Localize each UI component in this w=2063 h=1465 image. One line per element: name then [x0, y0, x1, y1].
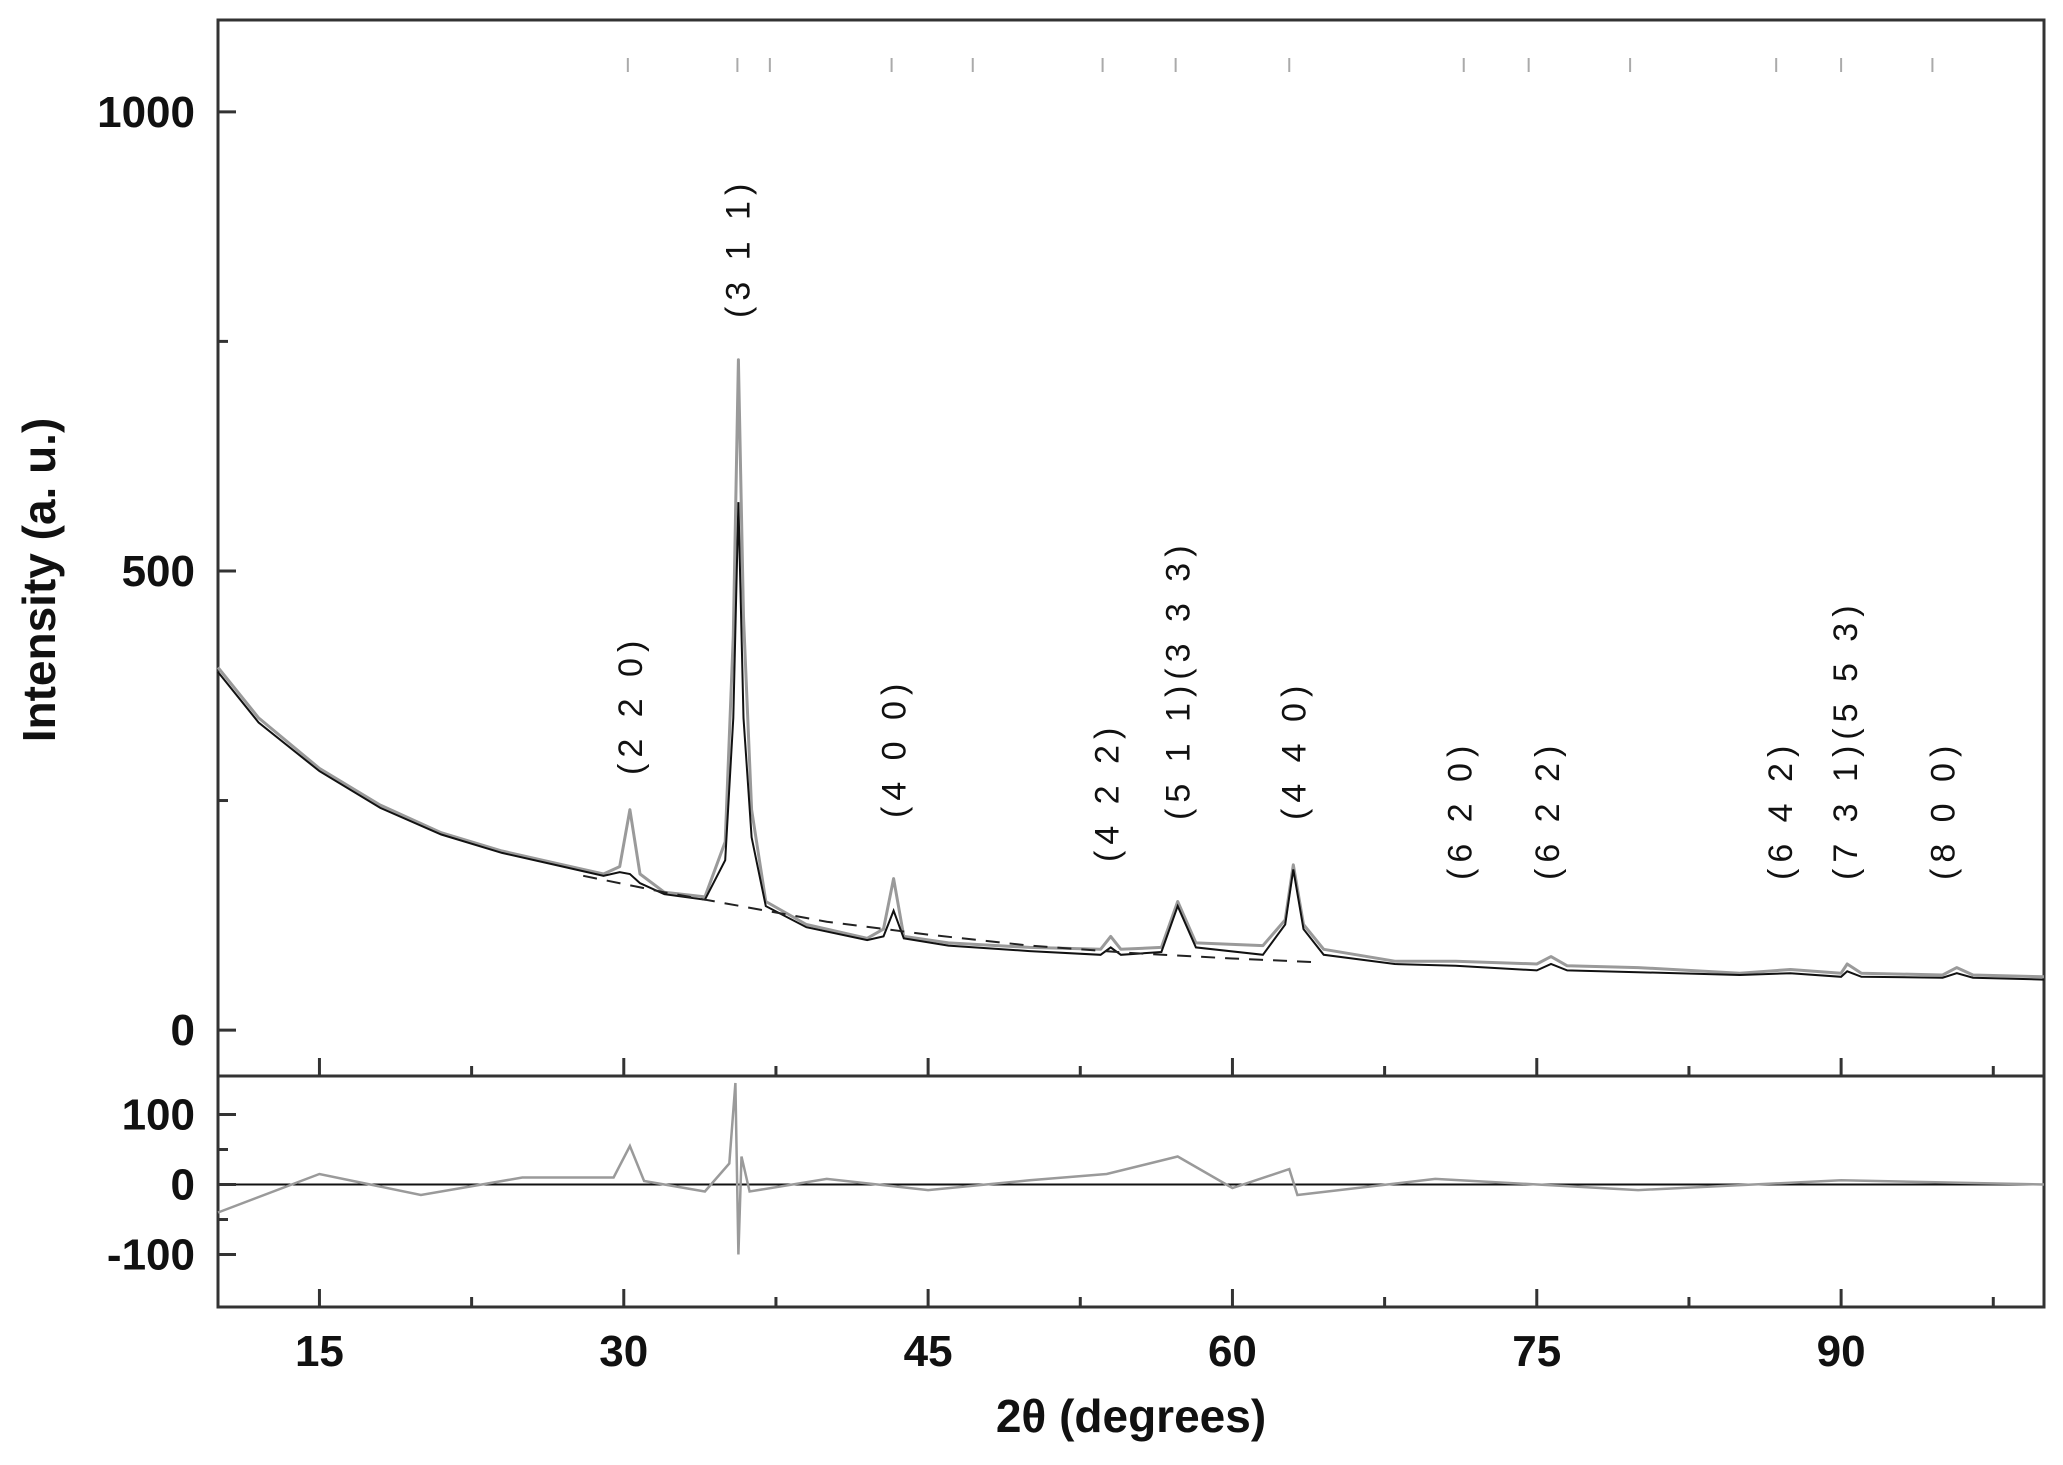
- difference-y-axis-ticks: 100 0 -100: [107, 1091, 236, 1280]
- hkl-label: (6 2 2): [1529, 740, 1567, 880]
- diff-y-tick-label: -100: [107, 1231, 195, 1280]
- hkl-label: (4 2 2): [1089, 722, 1127, 862]
- y-tick-label: 1000: [97, 88, 195, 137]
- x-tick-label: 45: [904, 1327, 953, 1376]
- hkl-label: (8 0 0): [1925, 740, 1963, 880]
- observed-series-line: [216, 358, 2045, 979]
- diff-y-tick-label: 100: [122, 1091, 195, 1140]
- x-tick-label: 90: [1817, 1327, 1866, 1376]
- x-tick-label: 60: [1208, 1327, 1257, 1376]
- bragg-position-markers: [626, 58, 1934, 72]
- hkl-annotations: (2 2 0) (3 1 1) (4 0 0) (4 2 2) (5 1 1)(3 3 …: [612, 178, 1963, 880]
- x-tick-label: 30: [599, 1327, 648, 1376]
- difference-panel-series: [217, 1082, 2045, 1255]
- hkl-label: (6 2 0): [1442, 740, 1480, 880]
- y-tick-label: 500: [122, 547, 195, 596]
- difference-series-line: [217, 1082, 2045, 1255]
- main-y-axis-ticks: 0 500 1000: [97, 88, 236, 1055]
- hkl-label: (3 1 1): [719, 178, 757, 318]
- hkl-label: (4 0 0): [876, 678, 914, 818]
- hkl-label: (4 4 0): [1275, 680, 1313, 820]
- hkl-label: (7 3 1)(5 5 3): [1827, 599, 1865, 880]
- x-axis-ticks: 15 30 45 60 75 90: [295, 1058, 1995, 1376]
- main-panel-series: [216, 358, 2045, 981]
- plot-frame: [216, 18, 2046, 1309]
- hkl-label: (2 2 0): [612, 635, 650, 775]
- y-tick-label: 0: [171, 1006, 195, 1055]
- hkl-label: (5 1 1)(3 3 3): [1160, 539, 1198, 820]
- y-axis-label: Intensity (a. u.): [13, 418, 65, 743]
- diff-y-tick-label: 0: [171, 1161, 195, 1210]
- x-tick-label: 15: [295, 1327, 344, 1376]
- x-tick-label: 75: [1512, 1327, 1561, 1376]
- hkl-label: (6 4 2): [1762, 740, 1800, 880]
- x-axis-label: 2θ (degrees): [996, 1390, 1266, 1442]
- calculated-series-line: [217, 502, 2045, 981]
